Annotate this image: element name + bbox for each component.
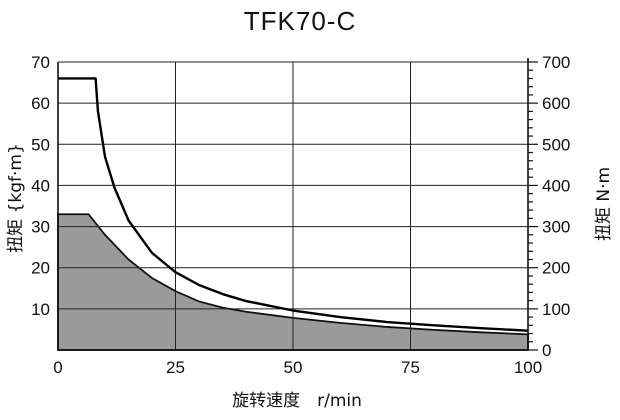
y-right-tick-label-4: 400 (542, 176, 570, 195)
y-left-tick-label-0: 10 (31, 300, 50, 319)
series-line-0 (58, 77, 529, 332)
x-tick-label-1: 25 (166, 358, 185, 377)
y-left-tick-label-4: 50 (31, 135, 50, 154)
y-left-tick-label-2: 30 (31, 218, 50, 237)
y-left-tick-label-5: 60 (31, 94, 50, 113)
x-tick-label-2: 50 (284, 358, 303, 377)
y-right-tick-label-7: 700 (542, 53, 570, 72)
y-right-tick-label-6: 600 (542, 94, 570, 113)
y-axis-label-left: 扭矩 {kgf·m} (6, 143, 26, 253)
chart-title: TFK70-C (244, 6, 356, 36)
y-right-tick-label-0: 0 (542, 341, 551, 360)
x-axis-label: 旋转速度 r/min (232, 391, 362, 411)
x-tick-label-3: 75 (401, 358, 420, 377)
y-left-tick-label-3: 40 (31, 176, 50, 195)
x-tick-label-0: 0 (53, 358, 62, 377)
plot-area: 0 25 50 75 100102030405060700100200300400500… (31, 53, 570, 377)
y-right-tick-label-1: 100 (542, 300, 570, 319)
y-axis-label-right: 扭矩 N·m (594, 167, 614, 241)
y-right-tick-label-2: 200 (542, 259, 570, 278)
x-tick-label-4: 100 (514, 358, 542, 377)
axis-frame-left-bottom (57, 62, 528, 351)
y-right-tick-label-3: 300 (542, 218, 570, 237)
y-right-tick-label-5: 500 (542, 135, 570, 154)
y-left-tick-label-1: 20 (31, 259, 50, 278)
y-left-tick-label-6: 70 (31, 53, 50, 72)
